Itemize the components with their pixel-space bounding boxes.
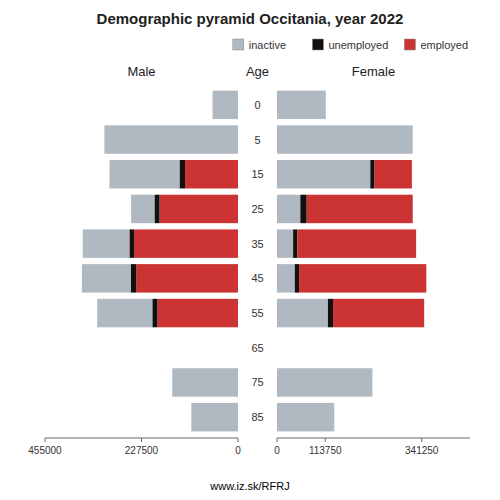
legend: inactive unemployed employed [233,39,468,51]
legend-label: employed [420,39,468,51]
legend-label: unemployed [328,39,388,51]
category-label: 75 [251,376,263,388]
bar-segment [277,91,326,119]
bar-segment [129,229,134,257]
x-tick-label: 455000 [28,445,62,456]
background [0,0,500,500]
age-title: Age [246,64,269,79]
bar-segment [172,368,238,396]
bar-segment [307,195,413,223]
legend-swatch [404,39,415,50]
subtitle: www.iz.sk/RFRJ [209,480,289,492]
x-tick [141,438,142,442]
title: Demographic pyramid Occitania, year 2022 [97,10,404,27]
category-label: 85 [251,411,263,423]
bar-segment [277,403,334,431]
bar-segment [277,160,370,188]
bar-segment [157,299,238,327]
bar-segment [277,195,300,223]
bar-segment [370,160,374,188]
bar-segment [412,125,413,153]
bars [82,91,238,432]
bar-segment [333,299,424,327]
bar-segment [277,229,293,257]
bar-segment [277,299,328,327]
x-tick-label: 227500 [125,445,159,456]
x-tick [238,438,239,442]
bar-segment [412,125,413,153]
category-label: 25 [251,203,263,215]
x-tick [277,438,278,442]
chart: Demographic pyramid Occitania, year 2022… [0,0,500,500]
bar-segment [160,195,238,223]
bar-segment [372,368,373,396]
bar-segment [82,264,131,292]
x-tick [45,438,46,442]
bar-segment [152,299,157,327]
bar-segment [185,160,238,188]
bar-segment [297,229,416,257]
bar-segment [372,368,373,396]
bar-segment [131,264,137,292]
bar-segment [191,403,238,431]
bar-segment [154,195,159,223]
bar-segment [277,334,278,362]
bar-segment [83,229,130,257]
x-tick [325,438,326,442]
x-tick-label: 0 [235,445,241,456]
bar-segment [97,299,152,327]
category-label: 45 [251,272,263,284]
bar-segment [328,299,333,327]
bar-segment [179,160,185,188]
bar-segment [213,91,238,119]
category-label: 0 [254,99,260,111]
bar-segment [134,229,238,257]
bar-segment [375,160,412,188]
bar-segment [300,195,306,223]
bar-segment [293,229,297,257]
legend-swatch [312,39,323,50]
bar-segment [299,264,426,292]
bar-segment [131,195,154,223]
bar-segment [277,264,295,292]
bar-segment [277,368,372,396]
x-tick [421,438,422,442]
bar-segment [277,125,413,153]
x-tick-label: 341250 [405,445,439,456]
panel-title: Female [352,64,395,79]
bar-segment [238,334,239,362]
legend-label: inactive [249,39,286,51]
bar-segment [277,334,278,362]
category-label: 65 [251,342,263,354]
category-label: 35 [251,238,263,250]
category-label: 15 [251,168,263,180]
category-label: 55 [251,307,263,319]
bar-segment [277,334,278,362]
bar-segment [295,264,299,292]
x-axis-line [277,438,470,439]
bar-segment [325,91,326,119]
bar-segment [109,160,179,188]
bar-segment [325,91,326,119]
panel-title: Male [127,64,155,79]
bar-segment [238,334,239,362]
legend-swatch [233,39,244,50]
x-tick-label: 0 [274,445,280,456]
bar-segment [334,403,335,431]
bars [277,91,426,432]
bar-segment [136,264,238,292]
bar-segment [238,334,239,362]
bar-segment [334,403,335,431]
category-label: 5 [254,134,260,146]
bar-segment [104,125,238,153]
x-tick-label: 113750 [309,445,342,456]
